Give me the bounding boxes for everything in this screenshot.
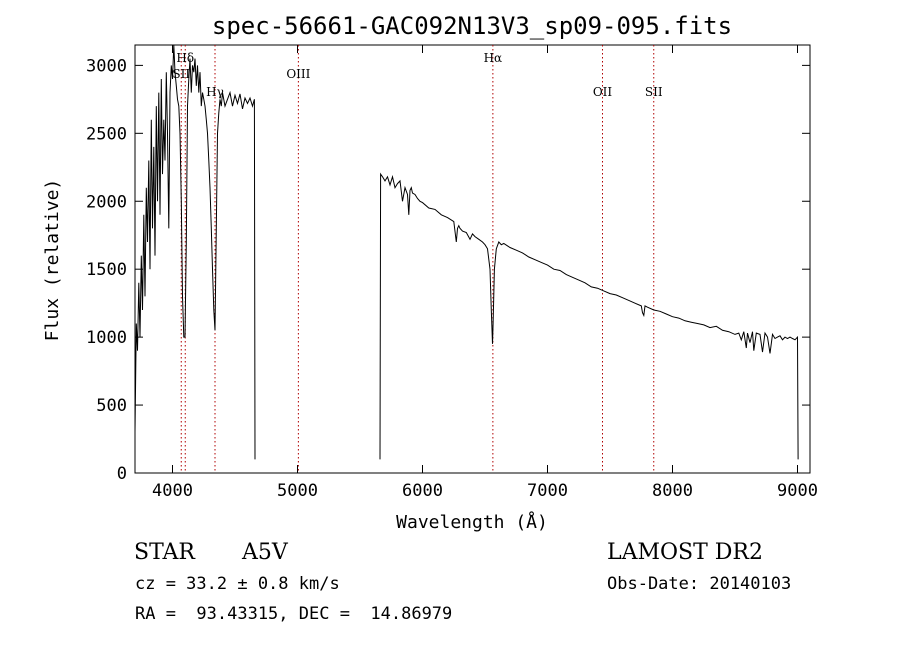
y-tick-label: 2500 — [86, 124, 127, 144]
x-tick-label: 8000 — [652, 481, 693, 501]
spectral-line-label: Hγ — [206, 85, 224, 99]
spectral-line-label: Hα — [484, 51, 503, 65]
spectral-line-markers: Hδ SII Hγ OIII Hα OII SII — [172, 45, 663, 473]
spectral-line-label: Hδ — [176, 51, 194, 65]
spectral-line-label: OIII — [286, 67, 310, 81]
x-tick-label: 6000 — [402, 481, 443, 501]
y-tick-label: 1000 — [86, 328, 127, 348]
x-axis: 4000 5000 6000 7000 8000 9000 — [152, 45, 818, 501]
survey-name: LAMOST DR2 — [607, 540, 763, 565]
x-tick-label: 4000 — [152, 481, 193, 501]
x-tick-label: 5000 — [277, 481, 318, 501]
observation-date: Obs-Date: 20140103 — [607, 574, 792, 594]
plot-frame — [134, 44, 811, 474]
y-tick-label: 2000 — [86, 192, 127, 212]
spectrum-line — [379, 172, 799, 460]
spectral-line-label: SII — [645, 85, 663, 99]
y-axis-label: Flux (relative) — [42, 179, 63, 342]
coordinates: RA = 93.43315, DEC = 14.86979 — [135, 604, 453, 624]
spectrum-series — [134, 44, 799, 460]
redshift-value: cz = 33.2 ± 0.8 km/s — [135, 574, 340, 594]
y-tick-label: 1500 — [86, 260, 127, 280]
object-class: STAR — [134, 540, 195, 565]
y-tick-label: 0 — [117, 464, 127, 484]
x-tick-label: 9000 — [777, 481, 818, 501]
spectrum-line — [134, 44, 256, 460]
spectral-line-label: OII — [593, 85, 613, 99]
y-tick-label: 3000 — [86, 56, 127, 76]
chart-title: spec-56661-GAC092N13V3_sp09-095.fits — [212, 12, 732, 40]
y-tick-label: 500 — [96, 396, 127, 416]
object-subclass: A5V — [242, 540, 288, 565]
y-axis: 0 500 1000 1500 2000 2500 3000 — [86, 56, 810, 484]
spectral-line-label: SII — [172, 67, 190, 81]
x-tick-label: 7000 — [527, 481, 568, 501]
x-axis-label: Wavelength (Å) — [396, 511, 548, 533]
